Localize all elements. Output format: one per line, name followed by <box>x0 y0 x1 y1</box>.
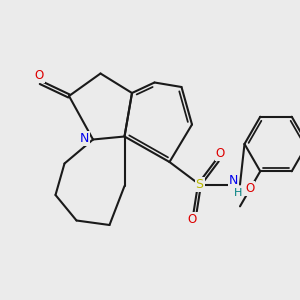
Text: S: S <box>196 178 203 191</box>
Text: O: O <box>34 69 43 82</box>
Text: H: H <box>233 188 242 198</box>
Text: N: N <box>229 174 238 188</box>
Text: O: O <box>245 182 254 195</box>
Text: O: O <box>216 147 225 161</box>
Text: N: N <box>80 131 89 145</box>
Text: O: O <box>188 213 196 226</box>
